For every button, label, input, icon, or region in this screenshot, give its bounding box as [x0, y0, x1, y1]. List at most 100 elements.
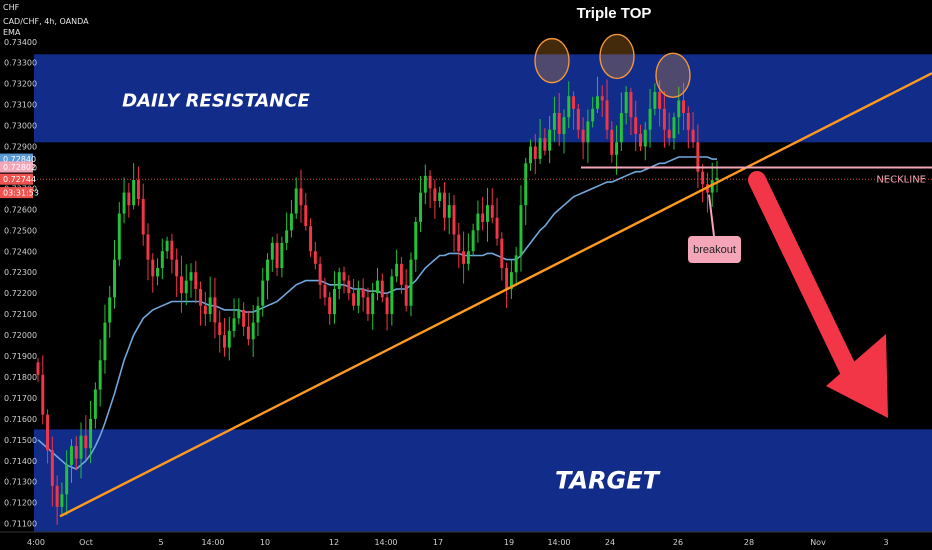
- candle[interactable]: [586, 121, 590, 143]
- candle[interactable]: [270, 242, 274, 260]
- candle[interactable]: [433, 188, 437, 201]
- candle[interactable]: [175, 259, 179, 277]
- candle[interactable]: [390, 276, 394, 315]
- candle[interactable]: [256, 305, 260, 323]
- candle[interactable]: [380, 280, 384, 298]
- candle[interactable]: [108, 297, 112, 323]
- candle[interactable]: [122, 192, 126, 214]
- candle[interactable]: [500, 238, 504, 269]
- candle[interactable]: [113, 259, 116, 298]
- candle[interactable]: [323, 284, 327, 298]
- candle[interactable]: [361, 288, 365, 298]
- candle[interactable]: [619, 112, 623, 143]
- candle[interactable]: [299, 188, 303, 206]
- candle[interactable]: [376, 280, 379, 294]
- candle[interactable]: [476, 213, 480, 231]
- candle[interactable]: [50, 450, 54, 486]
- candle[interactable]: [65, 464, 69, 495]
- candle[interactable]: [495, 217, 499, 239]
- candle[interactable]: [352, 293, 356, 306]
- candle[interactable]: [629, 92, 633, 118]
- candle[interactable]: [218, 322, 222, 336]
- candle[interactable]: [213, 297, 217, 323]
- candle[interactable]: [251, 322, 255, 340]
- candle[interactable]: [280, 242, 284, 269]
- candle[interactable]: [667, 129, 671, 139]
- candle[interactable]: [595, 96, 599, 109]
- candle[interactable]: [146, 234, 150, 260]
- candle[interactable]: [232, 318, 236, 331]
- candle[interactable]: [60, 494, 64, 507]
- candle[interactable]: [548, 129, 552, 151]
- candle[interactable]: [562, 117, 566, 134]
- candle[interactable]: [199, 288, 203, 306]
- candle[interactable]: [481, 213, 485, 222]
- candle[interactable]: [519, 205, 523, 256]
- candle[interactable]: [266, 259, 270, 281]
- candle[interactable]: [452, 205, 456, 235]
- candle[interactable]: [615, 142, 619, 155]
- candle[interactable]: [538, 138, 542, 160]
- candle[interactable]: [466, 251, 470, 264]
- candle[interactable]: [117, 213, 121, 260]
- candle[interactable]: [136, 180, 140, 199]
- candle[interactable]: [294, 188, 298, 214]
- candle[interactable]: [404, 284, 408, 306]
- candle[interactable]: [672, 117, 676, 139]
- candle[interactable]: [658, 92, 662, 109]
- candle[interactable]: [385, 297, 389, 315]
- candle[interactable]: [127, 192, 131, 206]
- candle[interactable]: [490, 205, 494, 218]
- candle[interactable]: [69, 446, 73, 465]
- candle[interactable]: [605, 100, 609, 130]
- candle[interactable]: [567, 96, 571, 118]
- candle[interactable]: [395, 263, 399, 277]
- candle[interactable]: [662, 108, 666, 130]
- candle[interactable]: [227, 330, 231, 348]
- candle[interactable]: [289, 213, 293, 231]
- candle[interactable]: [409, 259, 413, 306]
- candle[interactable]: [84, 435, 88, 449]
- candle[interactable]: [639, 133, 642, 147]
- candle[interactable]: [347, 280, 351, 294]
- candle[interactable]: [151, 259, 155, 277]
- candle[interactable]: [79, 435, 83, 459]
- candle[interactable]: [485, 205, 489, 222]
- candle[interactable]: [423, 175, 427, 193]
- candle[interactable]: [223, 335, 226, 348]
- candle[interactable]: [457, 234, 461, 252]
- candle[interactable]: [36, 362, 40, 375]
- candle[interactable]: [572, 96, 576, 109]
- candle[interactable]: [332, 288, 336, 315]
- candle[interactable]: [275, 242, 279, 269]
- candle[interactable]: [41, 374, 45, 415]
- candle[interactable]: [442, 192, 446, 218]
- candle[interactable]: [242, 309, 246, 327]
- header-symbol[interactable]: CAD/CHF, 4h, OANDA: [3, 17, 89, 26]
- candle[interactable]: [509, 272, 513, 289]
- candle[interactable]: [557, 112, 561, 134]
- candle[interactable]: [696, 142, 700, 172]
- candle[interactable]: [165, 240, 169, 252]
- candle[interactable]: [447, 205, 451, 218]
- candle[interactable]: [682, 100, 686, 113]
- candle[interactable]: [438, 192, 442, 201]
- candle[interactable]: [246, 326, 250, 340]
- candle[interactable]: [208, 297, 212, 315]
- candle[interactable]: [93, 389, 97, 419]
- candle[interactable]: [591, 108, 595, 122]
- candle[interactable]: [648, 108, 652, 130]
- candle[interactable]: [624, 92, 628, 113]
- candle[interactable]: [318, 263, 322, 285]
- candle[interactable]: [576, 108, 580, 130]
- candle[interactable]: [156, 268, 160, 277]
- candle[interactable]: [89, 418, 93, 449]
- candle[interactable]: [189, 272, 193, 281]
- candle[interactable]: [304, 205, 308, 227]
- candle[interactable]: [160, 251, 164, 269]
- candle[interactable]: [600, 96, 604, 101]
- candle[interactable]: [328, 297, 332, 315]
- candle[interactable]: [634, 117, 638, 134]
- candle[interactable]: [371, 293, 375, 315]
- candle[interactable]: [46, 414, 50, 451]
